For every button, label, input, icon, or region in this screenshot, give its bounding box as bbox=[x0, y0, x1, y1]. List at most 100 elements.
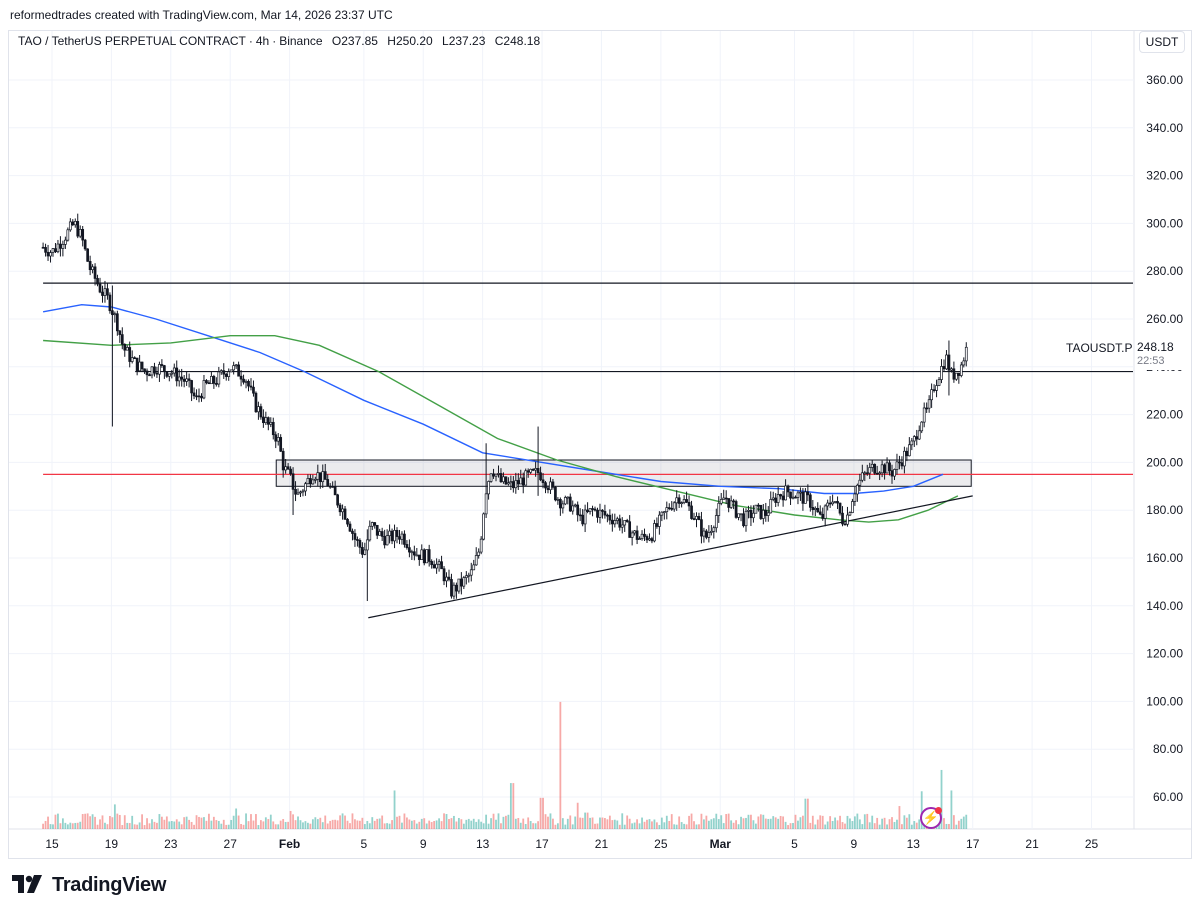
volume-bar bbox=[262, 821, 265, 829]
volume-bar bbox=[948, 823, 950, 829]
volume-bar bbox=[574, 816, 577, 829]
tradingview-wordmark: TradingView bbox=[52, 873, 167, 896]
time-tick-label: 23 bbox=[164, 837, 178, 851]
candle-body bbox=[101, 291, 104, 296]
currency-selector[interactable]: USDT bbox=[1139, 31, 1185, 53]
volume-bar bbox=[576, 802, 579, 829]
volume-bar bbox=[232, 815, 235, 829]
volume-bar bbox=[465, 819, 468, 829]
volume-bar bbox=[143, 825, 146, 829]
candle-body bbox=[625, 519, 629, 523]
volume-bar bbox=[173, 821, 176, 829]
candle-body bbox=[410, 551, 414, 554]
volume-bar bbox=[717, 819, 720, 829]
candle-body bbox=[507, 482, 510, 485]
volume-bar bbox=[527, 817, 530, 829]
candle-body bbox=[536, 468, 540, 474]
candle-body bbox=[511, 481, 515, 489]
volume-bar bbox=[554, 824, 557, 829]
volume-bar bbox=[314, 817, 317, 829]
candle-body bbox=[338, 504, 342, 513]
candle-body bbox=[650, 538, 654, 542]
candle-body bbox=[519, 477, 523, 485]
candle-body bbox=[581, 514, 584, 525]
volume-bar bbox=[220, 823, 223, 829]
candle-body bbox=[672, 502, 676, 510]
volume-bar bbox=[425, 823, 428, 829]
candle-body bbox=[700, 519, 703, 537]
volume-bar bbox=[467, 818, 470, 829]
candle-body bbox=[467, 574, 471, 577]
time-tick-label: 5 bbox=[791, 837, 798, 851]
legend-high-label: H bbox=[387, 34, 396, 48]
candle-body bbox=[180, 376, 184, 380]
volume-bar bbox=[606, 819, 609, 829]
volume-bar bbox=[759, 814, 762, 829]
candle-body bbox=[739, 513, 743, 516]
candle-body bbox=[838, 502, 842, 514]
candle-body bbox=[675, 497, 679, 504]
volume-bar bbox=[299, 820, 302, 829]
volume-bar bbox=[579, 817, 582, 829]
candle-body bbox=[318, 472, 322, 483]
candle-body bbox=[774, 497, 778, 503]
volume-bar bbox=[487, 823, 490, 829]
volume-bar bbox=[836, 820, 839, 829]
volume-bar bbox=[240, 824, 242, 829]
volume-bar bbox=[707, 820, 710, 829]
candle-body bbox=[813, 507, 817, 510]
volume-bar bbox=[435, 820, 438, 829]
candle-body bbox=[192, 392, 196, 397]
volume-bar bbox=[519, 822, 522, 829]
last-price-symbol-label: TAOUSDT.P bbox=[1066, 341, 1133, 355]
volume-bar bbox=[203, 817, 205, 829]
volume-bar bbox=[665, 815, 668, 829]
candle-body bbox=[880, 464, 884, 474]
volume-bar bbox=[282, 819, 285, 829]
volume-bar bbox=[42, 823, 44, 829]
candle-body bbox=[479, 538, 483, 553]
candle-body bbox=[494, 473, 498, 477]
candle-body bbox=[242, 378, 245, 383]
volume-bar bbox=[735, 820, 737, 829]
volume-bar bbox=[274, 824, 277, 829]
volume-bar bbox=[297, 816, 299, 829]
volume-bar bbox=[371, 817, 374, 829]
candle-body bbox=[690, 505, 693, 519]
candle-body bbox=[412, 551, 416, 556]
candle-body bbox=[541, 479, 545, 484]
candle-body bbox=[98, 283, 102, 293]
candle-body bbox=[588, 508, 592, 512]
volume-bar bbox=[779, 815, 782, 829]
volume-bar bbox=[57, 813, 59, 829]
volume-bar bbox=[252, 820, 255, 829]
candle-body bbox=[784, 485, 787, 501]
candle-body bbox=[957, 372, 961, 376]
candle-body bbox=[469, 569, 473, 576]
volume-bar bbox=[866, 813, 869, 829]
candle-body bbox=[390, 530, 394, 542]
volume-bar bbox=[742, 818, 745, 829]
volume-bar bbox=[814, 824, 817, 829]
candle-body bbox=[316, 472, 320, 480]
volume-bar bbox=[802, 815, 804, 829]
candle-body bbox=[544, 482, 547, 489]
volume-bar bbox=[962, 816, 965, 829]
volume-bar bbox=[502, 816, 505, 829]
volume-bar bbox=[279, 820, 282, 829]
volume-bar bbox=[361, 817, 364, 829]
candle-body bbox=[603, 511, 607, 516]
candle-body bbox=[125, 347, 129, 351]
candle-body bbox=[759, 504, 763, 519]
tradingview-logo[interactable]: TradingView bbox=[12, 873, 166, 897]
bar-countdown: 22:53 bbox=[1137, 355, 1165, 367]
candle-body bbox=[653, 523, 656, 542]
candle-body bbox=[566, 496, 570, 499]
volume-bar bbox=[106, 824, 109, 829]
volume-bar bbox=[559, 701, 562, 829]
volume-bar bbox=[457, 817, 460, 829]
candle-body bbox=[705, 530, 708, 538]
volume-bar bbox=[876, 817, 879, 829]
chart-panel[interactable] bbox=[8, 30, 1192, 859]
